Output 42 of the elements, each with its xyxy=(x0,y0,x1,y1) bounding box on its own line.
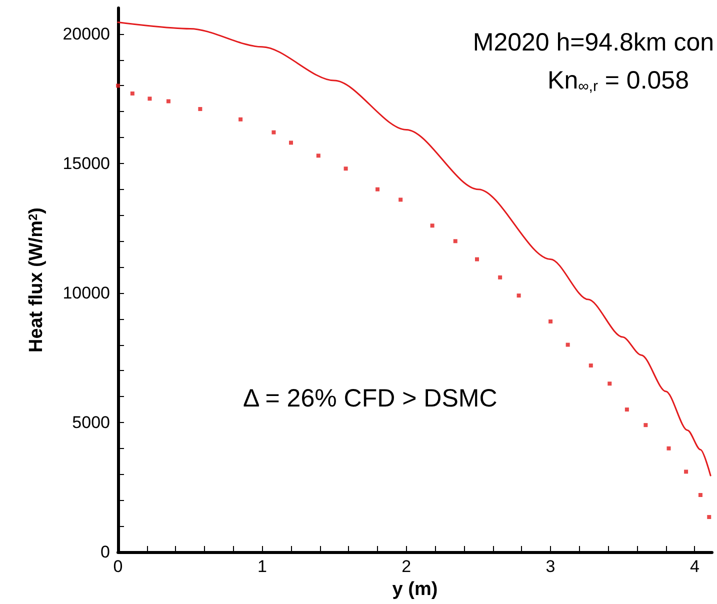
point xyxy=(608,382,612,386)
x-tick-label: 4 xyxy=(690,557,700,576)
y-tick-label: 15000 xyxy=(62,154,110,173)
point xyxy=(148,96,152,101)
point xyxy=(166,99,170,104)
annotation: Δ = 26% CFD > DSMC xyxy=(243,384,498,412)
point xyxy=(474,257,479,262)
annotation: M2020 h=94.8km con xyxy=(472,28,714,56)
y-tick-label: 20000 xyxy=(62,24,110,44)
x-tick-label: 3 xyxy=(546,557,556,576)
point xyxy=(588,363,593,368)
y-axis-title: Heat flux (W/m2) xyxy=(26,208,47,352)
x-tick-label: 1 xyxy=(257,557,267,576)
point xyxy=(430,224,434,228)
point xyxy=(548,319,553,324)
point xyxy=(198,107,202,112)
point xyxy=(684,470,688,474)
point xyxy=(398,198,403,202)
x-axis-title: y (m) xyxy=(392,578,438,600)
point xyxy=(453,239,458,244)
y-tick-label: 5000 xyxy=(72,412,110,432)
point xyxy=(289,140,294,145)
point xyxy=(272,130,276,134)
x-tick-label: 2 xyxy=(402,557,412,576)
point xyxy=(130,91,134,96)
point xyxy=(516,294,521,298)
point xyxy=(238,117,243,122)
point xyxy=(624,408,629,412)
point xyxy=(707,515,712,520)
y-tick-label: 0 xyxy=(100,542,110,562)
point xyxy=(698,493,702,498)
point xyxy=(566,342,570,347)
point xyxy=(316,154,320,158)
y-tick-label: 10000 xyxy=(62,283,110,302)
point xyxy=(116,84,120,88)
point xyxy=(644,423,648,428)
point xyxy=(666,446,671,450)
line-series xyxy=(117,22,712,476)
point xyxy=(498,275,502,280)
point xyxy=(376,187,380,192)
point xyxy=(344,166,348,171)
x-tick-label: 0 xyxy=(113,557,123,576)
